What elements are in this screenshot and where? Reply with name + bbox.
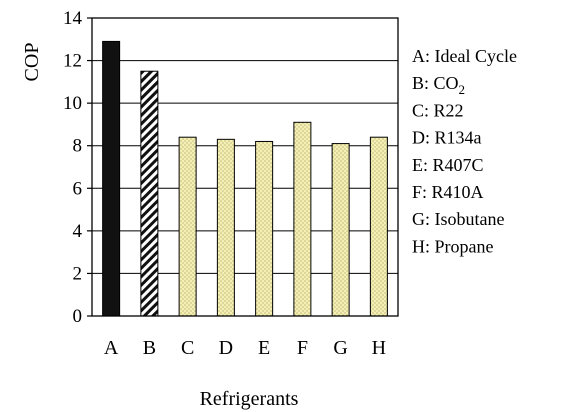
y-tick-label: 4	[73, 221, 83, 242]
legend-entry-text: B: CO	[412, 73, 459, 93]
legend-entry-c: C: R22	[412, 100, 464, 120]
x-category-label: F	[297, 337, 308, 359]
x-category-label: G	[333, 337, 347, 359]
legend-entry-text: G: Isobutane	[412, 209, 504, 229]
gridlines	[92, 60, 398, 274]
legend: A: Ideal Cycle B: CO2 C: R22 D: R134a E: R40…	[412, 46, 517, 256]
x-category-label: D	[219, 337, 233, 359]
y-tick-label: 2	[73, 263, 83, 284]
bar-f	[293, 121, 312, 317]
y-axis-title: COP	[21, 43, 43, 82]
legend-entry-b: B: CO2	[412, 73, 465, 97]
legend-entry-subscript: 2	[459, 82, 466, 97]
bar-a	[102, 40, 121, 317]
legend-entry-text: A: Ideal Cycle	[412, 46, 517, 66]
axes	[87, 17, 399, 317]
y-tick-label: 12	[63, 51, 82, 72]
legend-entry-text: E: R407C	[412, 155, 484, 175]
legend-entry-text: H: Propane	[412, 236, 493, 256]
legend-entry-a: A: Ideal Cycle	[412, 46, 517, 66]
x-category-label: B	[143, 337, 156, 359]
bar-g	[331, 143, 350, 317]
legend-entry-text: F: R410A	[412, 182, 484, 202]
bars	[102, 40, 388, 317]
bar-c	[178, 136, 197, 317]
y-tick-label: 8	[73, 136, 83, 157]
y-tick-label: 0	[73, 306, 83, 327]
x-category-label: E	[258, 337, 270, 359]
legend-entry-text: D: R134a	[412, 128, 482, 148]
x-category-label: H	[372, 337, 386, 359]
y-tick-label: 10	[63, 93, 82, 114]
x-category-labels: A B C D E F G H	[104, 337, 386, 359]
x-category-label: A	[104, 337, 119, 359]
y-tick-label: 14	[63, 8, 83, 29]
legend-entry-d: D: R134a	[412, 128, 482, 148]
legend-entry-g: G: Isobutane	[412, 209, 504, 229]
y-tick-labels: 0 2 4 6 8 10 12 14	[63, 8, 83, 327]
plot-frame	[91, 17, 399, 317]
legend-entry-text: C: R22	[412, 100, 464, 120]
y-tick-label: 6	[73, 178, 83, 199]
legend-entry-f: F: R410A	[412, 182, 484, 202]
legend-entry-h: H: Propane	[412, 236, 493, 256]
bar-e	[255, 140, 274, 317]
legend-entry-e: E: R407C	[412, 155, 484, 175]
bar-h	[369, 136, 388, 317]
bar-b	[140, 70, 159, 317]
x-category-label: C	[181, 337, 194, 359]
bar-d	[216, 138, 235, 317]
x-axis-title: Refrigerants	[200, 388, 299, 410]
